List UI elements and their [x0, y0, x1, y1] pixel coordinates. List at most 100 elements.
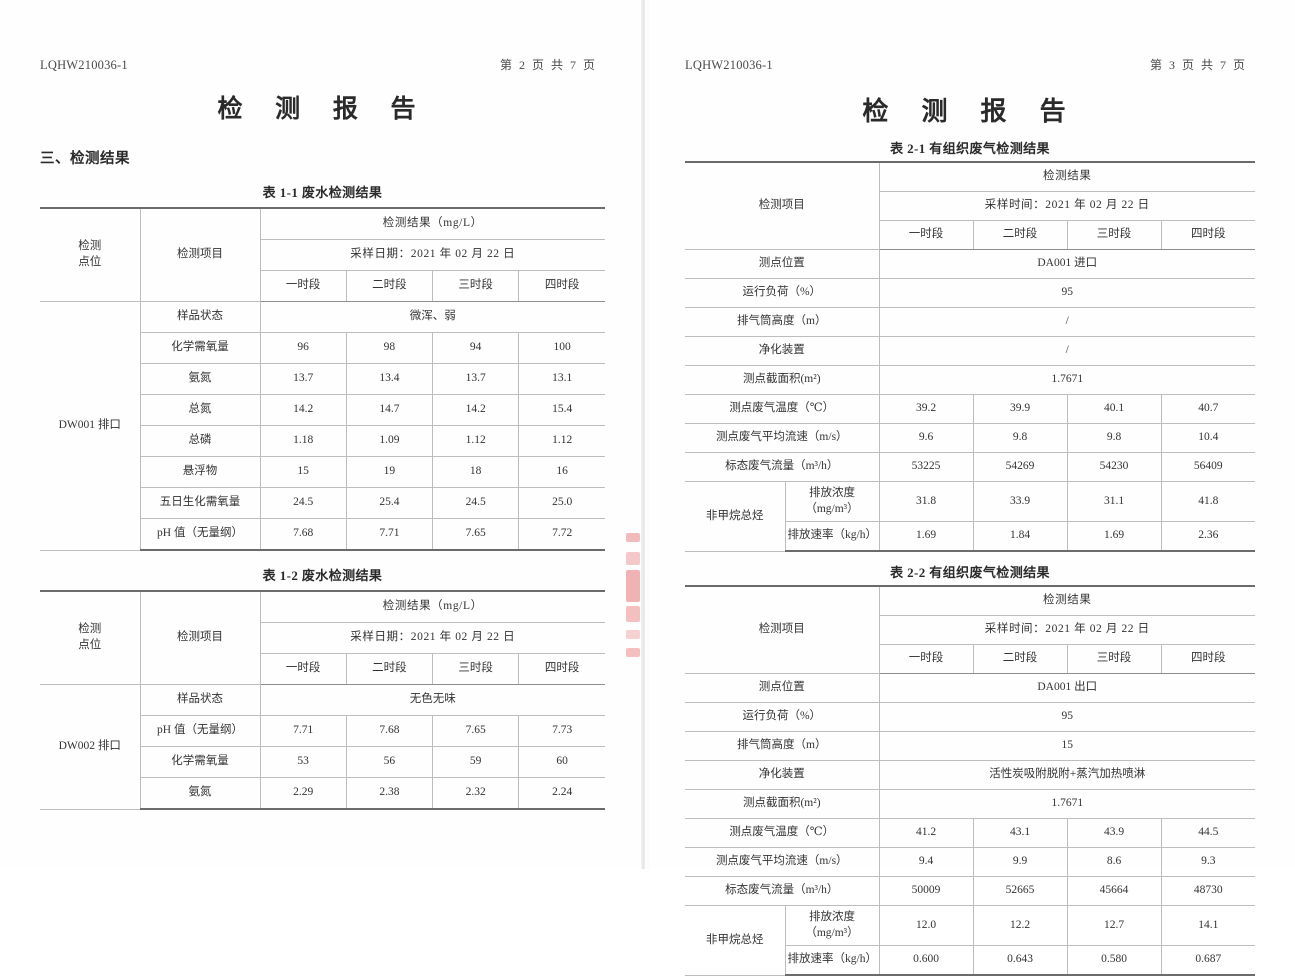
seal-mark-fragment [626, 533, 640, 542]
cell-value: 9.9 [972, 847, 1068, 878]
cell-value: 24.5 [431, 487, 520, 519]
table-row: DW001 排口 样品状态 微浑、弱 [40, 301, 605, 551]
cell-label: 测点截面积(m²) [685, 365, 880, 395]
cell-value: 40.7 [1160, 394, 1255, 424]
cell-value: 15 [259, 456, 347, 488]
cell-label: 排气筒高度（m） [685, 307, 880, 337]
header-cell-point: 检测 点位 [40, 590, 141, 685]
header-cell-period-1: 一时段 [878, 220, 974, 250]
cell-item: pH 值（无量纲） [139, 518, 261, 551]
cell-item: 总氮 [139, 394, 261, 426]
cell-value: 50009 [878, 876, 974, 907]
cell-value: 7.68 [345, 715, 434, 747]
table-row: 测点截面积(m²) 1.7671 [685, 365, 1255, 395]
table-row: 五日生化需氧量 24.5 25.4 24.5 25.0 [40, 487, 605, 519]
cell-value: 14.1 [1160, 905, 1255, 947]
cell-value: 94 [431, 332, 520, 364]
cell-value: 25.4 [345, 487, 434, 519]
cell-value: 13.4 [345, 363, 434, 395]
cell-value: 14.2 [259, 394, 347, 426]
cell-value: 9.8 [1066, 423, 1162, 453]
cell-value: 41.8 [1160, 480, 1255, 523]
header-cell-period-2: 二时段 [972, 644, 1068, 675]
cell-label: 测点废气平均流速（m/s） [685, 423, 880, 453]
table-row: 排放速率（kg/h） 1.69 1.84 1.69 2.36 [685, 521, 1255, 553]
table-row: 测点废气温度（℃） 41.2 43.1 43.9 44.5 [685, 818, 1255, 849]
cell-sample-state-value: 无色无味 [259, 684, 605, 716]
cell-value: 60 [518, 746, 605, 778]
cell-value: 12.0 [878, 905, 974, 947]
table-row: 采样时间：2021 年 02 月 22 日 [685, 191, 1255, 221]
table-row: 排气筒高度（m） 15 [685, 731, 1255, 762]
table-row: 净化装置 活性炭吸附脱附+蒸汽加热喷淋 [685, 760, 1255, 791]
cell-value: 1.18 [259, 425, 347, 457]
table-1-1-caption: 表 1-1 废水检测结果 [262, 185, 383, 200]
cell-value: 7.65 [431, 518, 520, 551]
cell-value: 9.3 [1160, 847, 1255, 878]
cell-value: 43.9 [1066, 818, 1162, 849]
page-header-right: LQHW210036-1 第 3 页 共 7 页 [685, 0, 1255, 73]
cell-sample-state-label: 样品状态 [139, 684, 261, 716]
cell-value: 54269 [972, 452, 1068, 482]
table-row: 标态废气流量（m³/h） 53225 54269 54230 56409 [685, 452, 1255, 482]
header-cell-sampling-time: 采样时间：2021 年 02 月 22 日 [878, 615, 1255, 646]
seal-mark-fragment [626, 570, 640, 602]
cell-value: 59 [431, 746, 520, 778]
cell-sample-state-label: 样品状态 [139, 301, 261, 333]
page-header-left: LQHW210036-1 第 2 页 共 7 页 [40, 0, 605, 73]
cell-value: 13.7 [431, 363, 520, 395]
page-title: 检 测 报 告 [217, 94, 428, 123]
table-2-1-caption: 表 2-1 有组织废气检测结果 [890, 141, 1050, 156]
table-row: 非甲烷总烃 排放浓度（mg/m³） 31.8 33.9 31.1 41.8 [685, 480, 1255, 552]
cell-value: 2.32 [431, 777, 520, 810]
table-row: 非甲烷总烃 排放浓度（mg/m³） 12.0 12.2 12.7 14.1 [685, 905, 1255, 976]
cell-value-merged: DA001 出口 [878, 673, 1255, 704]
page-number: 第 2 页 共 7 页 [499, 58, 597, 72]
header-cell-item: 检测项目 [139, 207, 261, 302]
cell-value: 24.5 [259, 487, 347, 519]
cell-value: 15.4 [518, 394, 605, 426]
cell-value-merged: / [878, 336, 1255, 366]
cell-item: 化学需氧量 [139, 332, 261, 364]
table-row: 化学需氧量 53 56 59 60 [40, 746, 605, 778]
cell-value: 40.1 [1066, 394, 1162, 424]
table-2-2-caption: 表 2-2 有组织废气检测结果 [890, 565, 1050, 581]
table-1-2-caption: 表 1-2 废水检测结果 [262, 568, 383, 583]
cell-value: 7.68 [259, 518, 347, 551]
cell-value: 31.1 [1066, 480, 1162, 523]
cell-value: 8.6 [1066, 847, 1162, 878]
cell-label: 净化装置 [685, 336, 880, 366]
cell-value: 2.36 [1160, 521, 1255, 553]
cell-value: 53225 [878, 452, 974, 482]
table-1-1: 检测 点位 检测项目 检测结果（mg/L） 采样日期：2021 年 02 月 2… [40, 207, 605, 551]
header-cell-period-2: 二时段 [345, 653, 434, 685]
header-cell-sampling-date: 采样日期：2021 年 02 月 22 日 [259, 239, 605, 271]
table-row: 采样日期：2021 年 02 月 22 日 [40, 239, 605, 271]
header-cell-period-2: 二时段 [972, 220, 1068, 250]
cell-value: 0.687 [1160, 945, 1255, 976]
cell-value: 1.84 [972, 521, 1068, 553]
document-code: LQHW210036-1 [40, 58, 128, 72]
table-row: 运行负荷（%） 95 [685, 702, 1255, 733]
seal-mark-fragment [626, 648, 640, 657]
cell-label: 排放浓度（mg/m³） [784, 905, 880, 947]
table-row: DW002 排口 样品状态 无色无味 [40, 684, 605, 810]
cell-value: 9.8 [972, 423, 1068, 453]
header-cell-period-3: 三时段 [431, 653, 520, 685]
cell-value: 39.9 [972, 394, 1068, 424]
table-row: 测点位置 DA001 进口 [685, 249, 1255, 279]
cell-group-label: 非甲烷总烃 [685, 481, 786, 552]
cell-label: 测点废气平均流速（m/s） [685, 847, 880, 878]
cell-value: 0.643 [972, 945, 1068, 976]
table-row: 氨氮 13.7 13.4 13.7 13.1 [40, 363, 605, 395]
header-cell-result-group: 检测结果（mg/L） [259, 207, 605, 240]
table-row: 一时段 二时段 三时段 四时段 [40, 653, 605, 685]
cell-value: 12.2 [972, 905, 1068, 947]
cell-value-merged: 1.7671 [878, 789, 1255, 820]
cell-value: 1.69 [878, 521, 974, 553]
cell-value-merged: 15 [878, 731, 1255, 762]
table-row: 检测项目 检测结果 [685, 585, 1255, 675]
header-cell-period-1: 一时段 [878, 644, 974, 675]
cell-label: 标态废气流量（m³/h） [685, 452, 880, 482]
table-row: 检测项目 检测结果 [685, 161, 1255, 250]
